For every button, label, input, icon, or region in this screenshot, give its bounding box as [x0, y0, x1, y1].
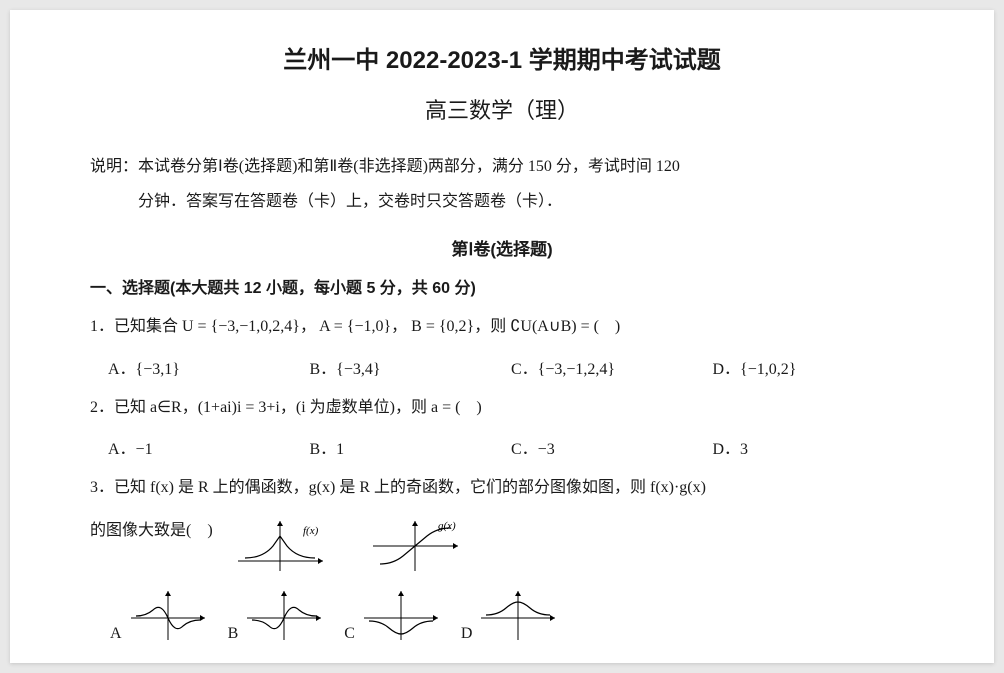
q1-opt-b: B．{−3,4} [310, 355, 512, 379]
q3-opt-c-label: C [344, 625, 355, 643]
exam-page: 兰州一中 2022-2023-1 学期期中考试试题 高三数学（理） 说明：本试卷… [10, 10, 994, 663]
g-label: g(x) [438, 520, 456, 532]
q3-opt-d-wrap: D [461, 588, 559, 643]
q3-graph-f: f(x) [233, 516, 328, 576]
instructions-line1: 说明：本试卷分第Ⅰ卷(选择题)和第Ⅱ卷(非选择题)两部分，满分 150 分，考试… [90, 149, 914, 184]
q2-opt-a: A．−1 [108, 435, 310, 459]
main-title: 兰州一中 2022-2023-1 学期期中考试试题 [90, 40, 914, 75]
q3-opt-c-wrap: C [344, 588, 441, 643]
q2-stem: 2．已知 a∈R，(1+ai)i = 3+i，(i 为虚数单位)，则 a = (… [90, 393, 914, 423]
graph-opt-c-icon [361, 588, 441, 643]
q2-opt-c: C．−3 [511, 435, 713, 459]
q3-opt-d-label: D [461, 625, 473, 643]
sub-title: 高三数学（理） [90, 93, 914, 125]
f-label: f(x) [303, 525, 319, 537]
graph-opt-d-icon [478, 588, 558, 643]
q1-options: A．{−3,1} B．{−3,4} C．{−3,−1,2,4} D．{−1,0,… [108, 355, 914, 379]
graph-opt-b-icon [244, 588, 324, 643]
q1-opt-c: C．{−3,−1,2,4} [511, 355, 713, 379]
q3-opt-a-label: A [110, 625, 122, 643]
section1-header: 第Ⅰ卷(选择题) [90, 235, 914, 260]
q3-opt-a-wrap: A [110, 588, 208, 643]
q3-answer-options: A B C [110, 588, 914, 643]
q2-options: A．−1 B．1 C．−3 D．3 [108, 435, 914, 459]
part1-header: 一、选择题(本大题共 12 小题，每小题 5 分，共 60 分) [90, 274, 914, 298]
q3-opt-b-wrap: B [228, 588, 325, 643]
instructions-block: 说明：本试卷分第Ⅰ卷(选择题)和第Ⅱ卷(非选择题)两部分，满分 150 分，考试… [90, 149, 914, 219]
q2-opt-b: B．1 [310, 435, 512, 459]
instructions-prefix: 说明： [90, 158, 138, 175]
instructions-text1: 本试卷分第Ⅰ卷(选择题)和第Ⅱ卷(非选择题)两部分，满分 150 分，考试时间 … [138, 158, 680, 175]
graph-opt-a-icon [128, 588, 208, 643]
instructions-line2: 分钟．答案写在答题卷（卡）上，交卷时只交答题卷（卡）． [90, 184, 914, 219]
q3-graph-g: g(x) [368, 516, 463, 576]
q1-stem: 1．已知集合 U = {−3,−1,0,2,4}， A = {−1,0}， B … [90, 312, 914, 342]
q2-opt-d: D．3 [713, 435, 915, 459]
graph-g-icon: g(x) [368, 516, 463, 576]
graph-f-icon: f(x) [233, 516, 328, 576]
q3-given-graphs: f(x) g(x) [233, 516, 463, 576]
q3-opt-b-label: B [228, 625, 239, 643]
q3-stem2: 的图像大致是( ) [90, 516, 213, 546]
q3-stem1: 3．已知 f(x) 是 R 上的偶函数，g(x) 是 R 上的奇函数，它们的部分… [90, 473, 914, 503]
q1-opt-a: A．{−3,1} [108, 355, 310, 379]
q3-stem2-row: 的图像大致是( ) f(x) [90, 516, 914, 576]
q1-opt-d: D．{−1,0,2} [713, 355, 915, 379]
